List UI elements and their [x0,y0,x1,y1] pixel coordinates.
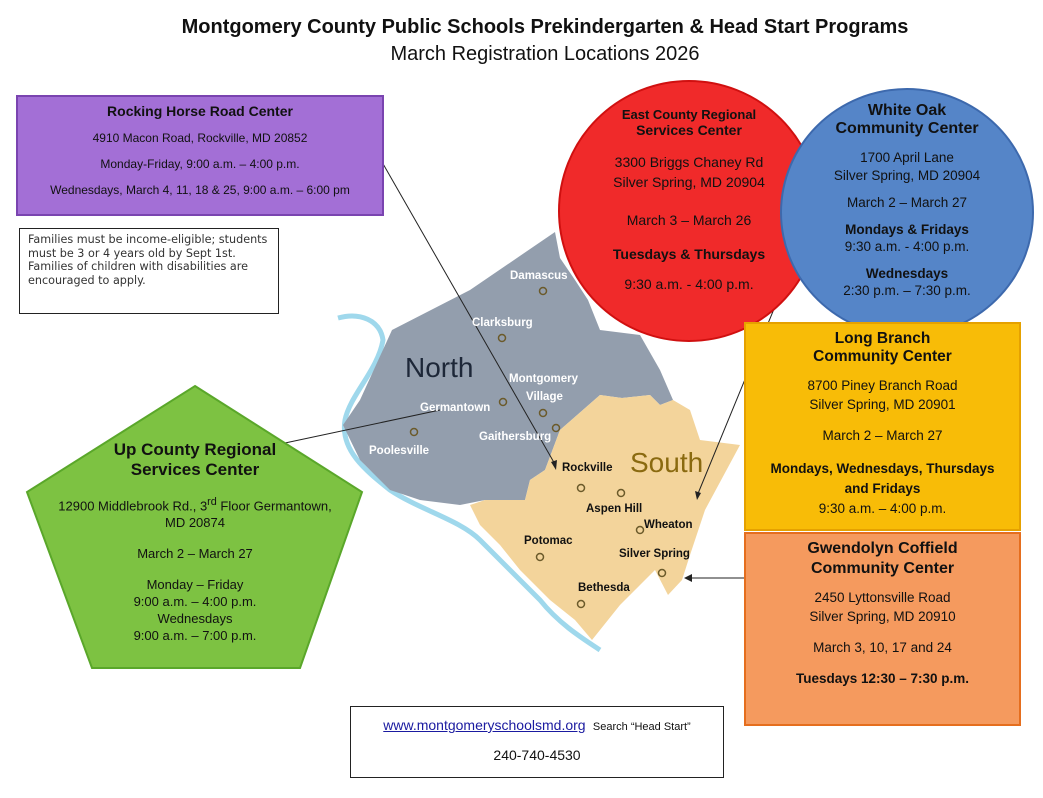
page-title: Montgomery County Public Schools Prekind… [181,16,909,38]
location-wednesdays: Wednesdays, March 4, 11, 18 & 25, 9:00 a… [50,183,350,197]
town-label: Poolesville [369,445,430,457]
gwendolyn-coffield-box: Gwendolyn Coffield Community Center 2450… [744,532,1021,726]
location-address: 3300 Briggs Chaney Rd [614,154,764,170]
search-hint: Search “Head Start” [592,721,691,733]
town-label: Clarksburg [472,317,533,329]
location-name: Services Center [636,122,742,138]
town-label: Germantown [420,402,491,414]
location-dates: March 2 – March 27 [822,428,943,443]
location-days: Wednesdays [865,266,949,281]
location-days: Tuesdays & Thursdays [612,246,766,262]
location-address: 12900 Middlebrook Rd., 3rd Floor Germant… [40,496,350,513]
location-dates: March 3 – March 26 [626,212,752,228]
town-label: Village [526,391,563,403]
north-region [343,232,673,505]
location-days: Monday – Friday [146,577,244,593]
rocking-horse-box: Rocking Horse Road Center 4910 Macon Roa… [16,95,384,216]
location-hours: Monday-Friday, 9:00 a.m. – 4:00 p.m. [100,157,300,171]
river [337,313,602,653]
town-label: Damascus [510,270,568,282]
location-address: Silver Spring, MD 20904 [613,174,765,190]
location-name: Gwendolyn Coffield [807,540,958,557]
town-label: Potomac [524,535,573,547]
town-label: Montgomery [509,373,578,385]
east-county-circle: East County Regional Services Center 330… [558,80,820,342]
location-days: Mondays, Wednesdays, Thursdays and Frida… [770,461,995,496]
website-link[interactable]: www.montgomeryschoolsmd.org [383,717,586,733]
location-hours: 9:00 a.m. – 7:00 p.m. [133,628,257,644]
town-label: Silver Spring [619,548,690,560]
location-hours: 9:30 a.m. - 4:00 p.m. [624,276,754,292]
address-text: Floor Germantown, [216,498,332,514]
location-hours: 9:30 a.m. - 4:00 p.m. [844,239,970,254]
town-label: Aspen Hill [586,503,643,515]
location-name: East County Regional [621,107,757,122]
phone-number: 240-740-4530 [493,747,581,763]
location-address: 4910 Macon Road, Rockville, MD 20852 [92,131,308,145]
town-label: Rockville [562,462,613,474]
town-label: Bethesda [578,582,630,594]
location-address: 1700 April Lane [860,150,954,165]
location-address: 2450 Lyttonsville Road [814,590,951,605]
town-label: Wheaton [644,519,693,531]
location-name: Services Center [130,460,260,479]
location-address: Silver Spring, MD 20901 [809,397,956,412]
town-label: Gaithersburg [479,431,552,443]
location-name: Community Center [835,120,979,137]
location-hours: 9:30 a.m. – 4:00 p.m. [818,501,947,516]
location-address: MD 20874 [165,515,225,531]
location-days: Wednesdays [157,611,233,627]
location-name: Up County Regional [113,440,277,459]
location-days: Tuesdays 12:30 – 7:30 p.m. [795,671,970,686]
page-subtitle: March Registration Locations 2026 [390,43,700,65]
location-dates: March 3, 10, 17 and 24 [813,640,952,655]
location-name: Community Center [813,348,952,365]
location-hours: 2:30 p.m. – 7:30 p.m. [843,283,971,298]
white-oak-circle: White Oak Community Center 1700 April La… [780,88,1034,337]
eligibility-note: Families must be income-eligible; studen… [19,228,279,314]
location-dates: March 2 – March 27 [137,546,253,562]
address-sup: rd [207,496,217,508]
location-dates: March 2 – March 27 [846,195,968,210]
location-address: Silver Spring, MD 20910 [809,609,956,624]
location-name: White Oak [867,102,947,119]
location-address: 8700 Piney Branch Road [807,378,958,393]
south-region [470,395,740,640]
location-address: Silver Spring, MD 20904 [833,168,981,183]
location-name: Long Branch [834,330,931,347]
map-label-south: South [630,447,704,478]
location-name: Community Center [810,560,955,577]
contact-box: www.montgomeryschoolsmd.org Search “Head… [350,706,724,778]
location-name: Rocking Horse Road Center [107,103,293,119]
address-text: 12900 Middlebrook Rd., 3 [58,498,208,514]
location-hours: 9:00 a.m. – 4:00 p.m. [133,594,257,610]
map-label-north: North [405,352,474,383]
location-days: Mondays & Fridays [845,222,969,237]
long-branch-box: Long Branch Community Center 8700 Piney … [744,322,1021,531]
up-county-text: Up County Regional Services Center 12900… [40,440,350,643]
